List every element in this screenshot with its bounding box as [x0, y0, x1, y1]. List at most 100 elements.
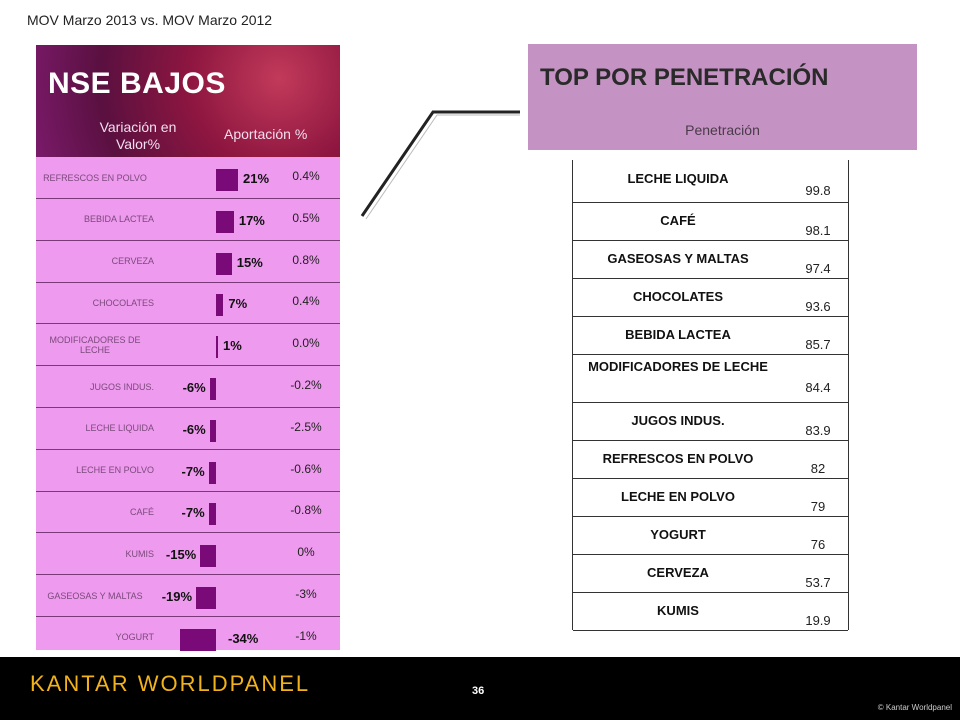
penetration-row: KUMIS 19.9 [573, 592, 848, 631]
penetration-row: CERVEZA 53.7 [573, 554, 848, 593]
variation-column-header: Variación en Valor% [99, 119, 177, 152]
variation-bar [180, 628, 216, 651]
penetration-value: 93.6 [805, 299, 831, 314]
category-name: CAFÉ [660, 213, 696, 228]
penetration-row: REFRESCOS EN POLVO 82 [573, 440, 848, 479]
penetration-value: 99.8 [805, 183, 831, 198]
slide-subtitle: MOV Marzo 2013 vs. MOV Marzo 2012 [27, 12, 273, 28]
variation-bar [200, 545, 216, 568]
penetration-value: 79 [810, 499, 826, 514]
category-label: GASEOSAS Y MALTAS [47, 590, 143, 601]
variation-bar [216, 169, 239, 191]
contribution-column-header: Aportación % [224, 126, 308, 142]
variation-value: 1% [223, 338, 242, 354]
penetration-header: TOP POR PENETRACIÓN Penetración [528, 44, 917, 150]
category-name: REFRESCOS EN POLVO [602, 451, 754, 466]
connector-lines [360, 110, 520, 220]
contribution-value: 0.8% [292, 252, 320, 267]
penetration-row: LECHE EN POLVO 79 [573, 478, 848, 517]
variation-row: JUGOS INDUS. -6% -0.2% [36, 366, 340, 408]
variation-row: CAFÉ -7% -0.8% [36, 491, 340, 534]
variation-bar [216, 252, 232, 275]
footer: KANTAR WORLDPANEL 36 © Kantar Worldpanel [0, 657, 960, 720]
category-label: JUGOS INDUS. [89, 381, 154, 392]
variation-value: -19% [161, 589, 193, 604]
penetration-row: YOGURT 76 [573, 516, 848, 555]
variation-value: 7% [228, 296, 248, 312]
category-label: CAFÉ [129, 506, 154, 517]
copyright-text: © Kantar Worldpanel [877, 703, 952, 712]
category-name: MODIFICADORES DE LECHE [588, 359, 768, 374]
penetration-column-label: Penetración [685, 122, 760, 138]
contribution-value: -3% [295, 587, 317, 601]
penetration-table: LECHE LIQUIDA 99.8 CAFÉ 98.1 GASEOSAS Y MALT… [572, 160, 849, 631]
category-label: CERVEZA [111, 256, 154, 267]
variation-value: -6% [182, 421, 206, 437]
penetration-value: 97.4 [805, 261, 831, 276]
category-name: GASEOSAS Y MALTAS [607, 251, 749, 266]
variation-value: -15% [165, 547, 197, 563]
variation-value: -6% [182, 380, 206, 395]
contribution-value: 0.4% [292, 294, 320, 309]
category-label: CHOCOLATES [92, 297, 154, 308]
penetration-value: 98.1 [805, 223, 831, 238]
panel-header-image: NSE BAJOS Variación en Valor% Aportación… [36, 45, 340, 157]
variation-value: -34% [228, 630, 259, 646]
penetration-value: 84.4 [805, 380, 831, 395]
contribution-value: 0.4% [292, 169, 320, 183]
category-name: CERVEZA [647, 565, 709, 580]
category-label: LECHE LIQUIDA [85, 423, 154, 434]
variation-row: LECHE EN POLVO -7% -0.6% [36, 450, 340, 492]
variation-bar [216, 210, 234, 233]
penetration-row: LECHE LIQUIDA 99.8 [573, 160, 848, 203]
variation-value: -7% [181, 505, 205, 521]
category-name: LECHE LIQUIDA [627, 171, 729, 186]
nse-bajos-panel: NSE BAJOS Variación en Valor% Aportación… [36, 45, 340, 659]
penetration-row: BEBIDA LACTEA 85.7 [573, 316, 848, 355]
penetration-row: CHOCOLATES 93.6 [573, 278, 848, 317]
page-number: 36 [472, 685, 485, 697]
contribution-value: -0.8% [290, 503, 322, 518]
penetration-value: 83.9 [805, 423, 831, 438]
variation-row: MODIFICADORES DE LECHE 1% 0.0% [36, 324, 340, 367]
category-label: KUMIS [125, 548, 154, 559]
category-name: CHOCOLATES [632, 289, 724, 304]
variation-bar [209, 378, 216, 400]
variation-value: -7% [181, 463, 205, 479]
contribution-value: -0.6% [290, 461, 322, 476]
category-name: LECHE EN POLVO [621, 489, 735, 504]
variation-bar [209, 419, 216, 442]
contribution-value: 0.0% [292, 336, 320, 351]
penetration-row: GASEOSAS Y MALTAS 97.4 [573, 240, 848, 279]
penetration-value: 53.7 [805, 575, 831, 590]
variation-row: GASEOSAS Y MALTAS -19% -3% [36, 575, 340, 617]
variation-row: BEBIDA LACTEA 17% 0.5% [36, 199, 340, 241]
variation-bar [208, 503, 216, 526]
penetration-value: 85.7 [805, 337, 831, 352]
penetration-row: MODIFICADORES DE LECHE 84.4 [573, 354, 848, 403]
contribution-value: 0.5% [292, 210, 320, 225]
variation-bar [208, 461, 216, 484]
variation-row: REFRESCOS EN POLVO 21% 0.4% [36, 157, 340, 199]
contribution-value: -2.5% [290, 419, 322, 434]
category-label: YOGURT [115, 632, 154, 643]
variation-value: 15% [236, 254, 263, 270]
category-label: BEBIDA LACTEA [83, 214, 154, 225]
penetration-value: 76 [810, 537, 826, 552]
category-label: REFRESCOS EN POLVO [43, 172, 147, 183]
variation-bar [216, 336, 218, 359]
category-name: BEBIDA LACTEA [625, 327, 731, 342]
category-label: LECHE EN POLVO [76, 465, 154, 476]
contribution-value: -0.2% [290, 378, 322, 392]
variation-row: YOGURT -34% -1% [36, 617, 340, 659]
variation-value: 17% [238, 212, 265, 228]
category-name: YOGURT [650, 527, 706, 542]
variation-bar [216, 294, 224, 317]
contribution-value: 0% [297, 545, 315, 560]
kantar-worldpanel-logo: KANTAR WORLDPANEL [30, 671, 311, 696]
variation-row: CERVEZA 15% 0.8% [36, 241, 340, 283]
panel-title: NSE BAJOS [48, 67, 226, 100]
category-label: MODIFICADORES DE LECHE [49, 334, 141, 355]
penetration-title: TOP POR PENETRACIÓN [540, 64, 829, 91]
variation-bar [196, 587, 216, 609]
